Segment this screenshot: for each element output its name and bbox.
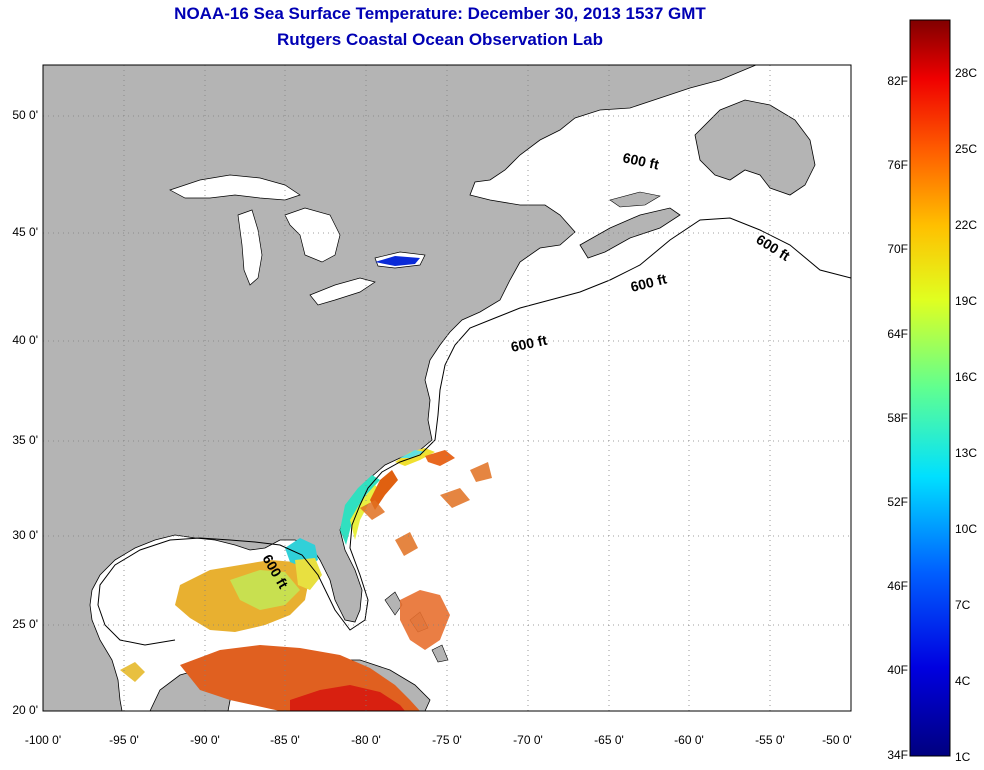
lat-label: 50 0' <box>12 108 38 122</box>
isobath-600ft <box>97 217 851 646</box>
lake-ontario-cold <box>375 256 420 266</box>
isobath-label: 600 ft <box>509 332 548 355</box>
lake-michigan-huron <box>237 207 341 286</box>
lake-superior <box>169 174 301 201</box>
lat-label: 40 0' <box>12 333 38 347</box>
colorbar-c-label: 7C <box>955 598 971 612</box>
map-frame <box>42 64 852 712</box>
lon-label: -70 0' <box>513 733 543 747</box>
colorbar-c-label: 22C <box>955 218 978 232</box>
lat-label: 35 0' <box>12 433 38 447</box>
colorbar-c-label: 28C <box>955 66 978 80</box>
colorbar-f-label: 76F <box>887 158 908 172</box>
colorbar-f-label: 58F <box>887 411 908 425</box>
map-title: NOAA-16 Sea Surface Temperature: Decembe… <box>174 4 706 23</box>
colorbar-c-label: 1C <box>955 750 971 764</box>
map-subtitle: Rutgers Coastal Ocean Observation Lab <box>277 30 603 49</box>
lon-label: -90 0' <box>190 733 220 747</box>
colorbar-c-label: 13C <box>955 446 978 460</box>
colorbar-c-label: 10C <box>955 522 978 536</box>
colorbar <box>909 19 951 757</box>
colorbar-f-label: 82F <box>887 74 908 88</box>
lon-label: -55 0' <box>755 733 785 747</box>
lon-label: -60 0' <box>674 733 704 747</box>
colorbar-f-label: 70F <box>887 242 908 256</box>
colorbar-c-label: 4C <box>955 674 971 688</box>
lat-label: 25 0' <box>12 617 38 631</box>
lon-label: -50 0' <box>822 733 852 747</box>
lon-label: -85 0' <box>270 733 300 747</box>
lat-label: 30 0' <box>12 528 38 542</box>
colorbar-f-label: 40F <box>887 663 908 677</box>
land-newfoundland <box>694 99 816 196</box>
lon-label: -80 0' <box>351 733 381 747</box>
colorbar-c-label: 16C <box>955 370 978 384</box>
lon-label: -95 0' <box>109 733 139 747</box>
isobath-label: 600 ft <box>621 149 660 172</box>
land-pei <box>609 191 661 208</box>
lat-label: 20 0' <box>12 703 38 717</box>
colorbar-c-label: 19C <box>955 294 978 308</box>
land-nova-scotia <box>579 207 681 259</box>
lon-label: -100 0' <box>24 733 62 747</box>
colorbar-c-label: 25C <box>955 142 978 156</box>
colorbar-f-label: 64F <box>887 327 908 341</box>
sst-data <box>120 448 492 711</box>
lon-label: -65 0' <box>594 733 624 747</box>
colorbar-f-label: 34F <box>887 748 908 762</box>
land-north-america <box>43 65 757 711</box>
colorbar-f-label: 46F <box>887 579 908 593</box>
colorbar-f-label: 52F <box>887 495 908 509</box>
lat-label: 45 0' <box>12 225 38 239</box>
lon-label: -75 0' <box>432 733 462 747</box>
